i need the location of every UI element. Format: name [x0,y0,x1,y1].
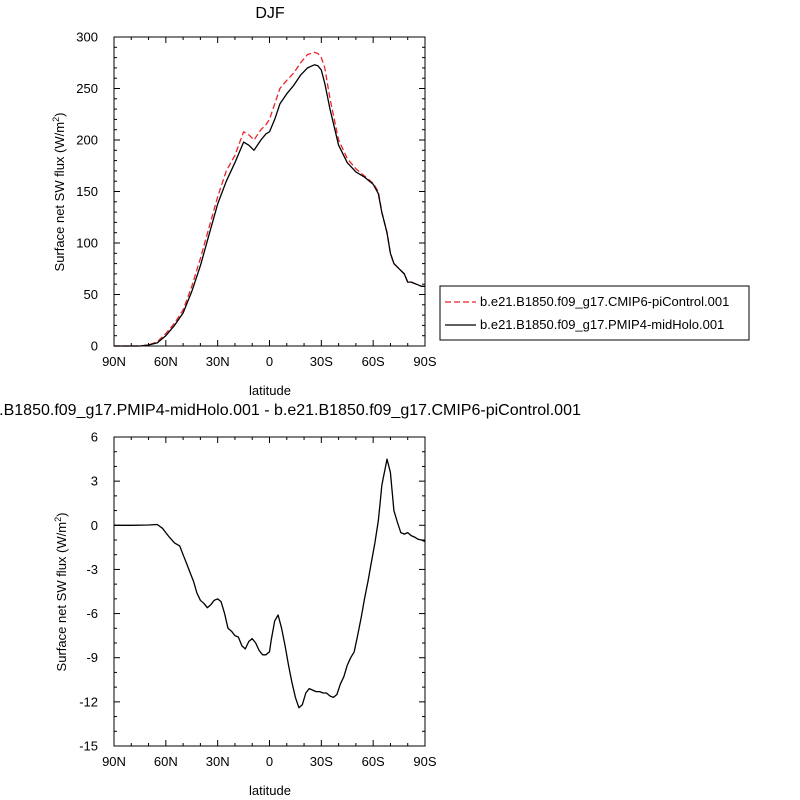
y-tick-label: 0 [91,339,98,354]
top-x-tick-labels: 90N 60N 30N 0 30S 60S 90S [102,354,437,369]
bottom-y-tick-labels: -15 -12 -9 -6 -3 0 3 6 [79,430,98,754]
top-x-axis-label: latitude [249,383,291,398]
bottom-y-axis-label: Surface net SW flux (W/m2) [53,513,69,672]
series-line-midholo [114,64,425,347]
x-tick-label: 60N [154,354,178,369]
x-tick-label: 30N [206,754,230,769]
series-line-picontrol [114,51,425,347]
y-tick-label: 6 [91,430,98,445]
top-plot-frame [113,36,426,347]
x-tick-label: 90S [413,354,436,369]
y-tick-label: 300 [76,30,98,45]
series-line-difference [114,458,426,709]
bottom-x-axis-label: latitude [249,783,291,798]
y-tick-label: -3 [86,562,98,577]
top-y-tick-labels: 0 50 100 150 200 250 300 [76,30,98,354]
x-tick-label: 0 [266,354,273,369]
x-tick-label: 0 [266,754,273,769]
y-tick-label: -12 [79,694,98,709]
y-tick-label: 50 [84,287,98,302]
y-tick-label: 0 [91,518,98,533]
y-tick-label: 3 [91,474,98,489]
bottom-series-lines [114,458,426,709]
y-tick-label: 250 [76,81,98,96]
legend-box [439,285,750,341]
x-tick-label: 90S [413,754,436,769]
bottom-axis-ticks [113,436,426,747]
x-tick-label: 90N [102,354,126,369]
bottom-x-tick-labels: 90N 60N 30N 0 30S 60S 90S [102,754,437,769]
bottom-chart-title: b.e21.B1850.f09_g17.PMIP4-midHolo.001 - … [0,402,581,419]
y-tick-label: -9 [86,650,98,665]
x-tick-label: 30N [206,354,230,369]
top-axis-ticks [113,36,426,347]
bottom-panel: b.e21.B1850.f09_g17.PMIP4-midHolo.001 - … [0,402,581,798]
y-tick-label: 200 [76,133,98,148]
top-y-axis-label: Surface net SW flux (W/m2) [51,113,67,272]
x-tick-label: 30S [310,354,333,369]
legend-label-picontrol: b.e21.B1850.f09_g17.CMIP6-piControl.001 [480,294,729,309]
y-tick-label: -15 [79,739,98,754]
x-tick-label: 60S [362,754,385,769]
top-panel: DJF 90N 60N 30N 0 30S 60S 90S 0 50 100 150 200 250 3… [51,5,750,398]
x-tick-label: 60N [154,754,178,769]
top-chart-title: DJF [255,5,285,22]
legend: b.e21.B1850.f09_g17.CMIP6-piControl.001 … [439,285,750,341]
x-tick-label: 30S [310,754,333,769]
y-tick-label: 100 [76,236,98,251]
y-tick-label: 150 [76,184,98,199]
bottom-plot-frame [113,436,426,747]
legend-label-midholo: b.e21.B1850.f09_g17.PMIP4-midHolo.001 [480,317,724,332]
x-tick-label: 90N [102,754,126,769]
x-tick-label: 60S [362,354,385,369]
y-tick-label: -6 [86,606,98,621]
top-series-lines [114,51,425,347]
